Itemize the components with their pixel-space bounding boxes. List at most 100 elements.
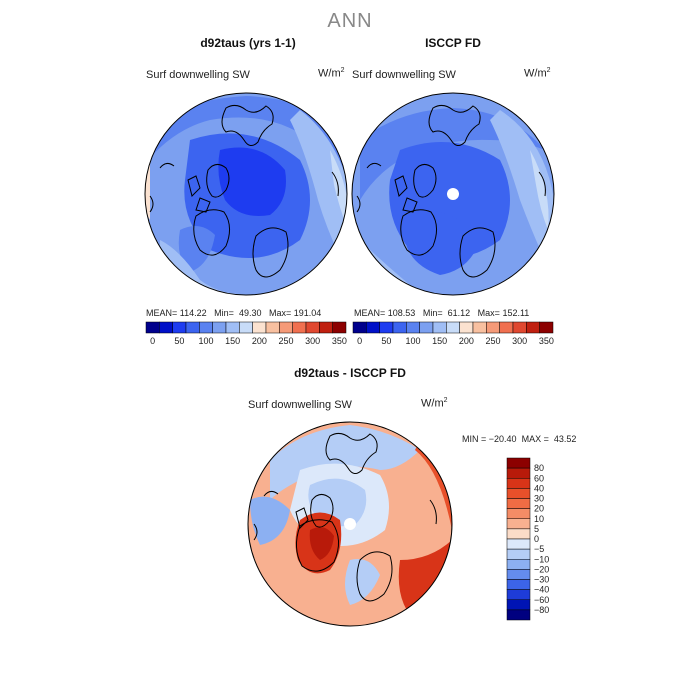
panel1-colorbar-cell [145,321,160,334]
panel3-variable: Surf downwelling SW [248,399,352,411]
panel3-colorbar-cell [506,548,531,560]
panel3-colorbar-cell [506,457,531,469]
panel1-coast-siberia [221,104,274,146]
panel2-colorbar-cell [459,321,474,334]
panel2-colorbar-cell [486,321,500,334]
panel1-greenland-zone [178,226,215,272]
panel2-pole-hole [447,188,459,200]
panel1-colorbar-tick: 250 [278,336,293,346]
panel2-colorbar-tick: 350 [539,336,554,346]
panel3-coast-archipelago [310,494,334,528]
panel3-pos-southeast [398,540,452,615]
panel2-colorbar-cell [512,321,527,334]
panel1-coast-east [331,171,339,197]
panel2-colorbar-tick: 150 [432,336,447,346]
panel1-colorbar-cell [239,321,253,334]
panel3-map [248,422,452,626]
panel3-coast-siberia [325,432,378,474]
panel3-colorbar-tick: −40 [534,585,549,595]
panel3-colorbar-cell [506,528,531,540]
panel1-colorbar-cell [159,321,173,334]
panel3-coast-greenland [296,519,339,572]
panel1-colorbar: 0 50 100 150 200 250 300 350 [145,321,347,346]
panel3-neg-north [270,425,420,500]
panel1-colorbar-cell [292,321,307,334]
panel3-colorbar-tick: −80 [534,605,549,615]
panel2-colorbar-cell [432,321,447,334]
panel3-colorbar-cell [506,589,531,600]
panel1-title: d92taus (yrs 1-1) [200,36,296,50]
panel1-arctic-min [218,147,286,216]
panel2-map-border [351,92,555,296]
panel2-colorbar-tick: 0 [357,336,362,346]
panel2-colorbar: 0 50 100 150 200 250 300 350 [352,321,554,346]
panel2-coast-scandinavia [459,227,496,278]
panel3-colorbar-tick: −30 [534,575,549,585]
panel3-units: W/m2 [421,397,448,410]
panel1-variable: Surf downwelling SW [146,69,250,81]
panel1-colorbar-cell [199,321,213,334]
panel2-atlantic-light [490,110,554,280]
panel3-colorbar-cell [506,559,531,570]
panel2-coast-greenland [400,209,437,256]
panel3-colorbar-cell [506,579,531,590]
panel2-colorbar-tick: 250 [485,336,500,346]
panel1-coast-islands [187,175,211,213]
panel3-colorbar-cell [506,498,531,509]
panel2-colorbar-cell [472,321,487,334]
panel2-colorbar-cell [499,321,514,334]
panel2-variable: Surf downwelling SW [352,69,456,81]
panel3-colorbar-tick: −5 [534,544,544,554]
panel1-colorbar-tick: 350 [332,336,347,346]
panel1-colorbar-tick: 200 [252,336,267,346]
panel2-coast-islands [394,175,418,213]
panel2-colorbar-cell [526,321,540,334]
figure-title: ANN [327,10,373,32]
panel2-colorbar-tick: 300 [512,336,527,346]
panel2-colorbar-cell [379,321,394,334]
panel1-colorbar-cell [212,321,227,334]
panel1-map-border [144,92,348,296]
panel2-coastlines [356,104,546,278]
panel1-stats: MEAN= 114.22 Min= 49.30 Max= 191.04 [146,308,322,318]
panel3-colorbar-tick: −20 [534,564,549,574]
panel1-colorbar-tick: 150 [225,336,240,346]
panel3-colorbar-tick: 40 [534,483,544,493]
panel2-title: ISCCP FD [425,36,481,50]
panel2-colorbar-cell [419,321,434,334]
panel2-arctic-south [405,210,480,275]
panel1-colorbar-cell [172,321,187,334]
panel3-map-border [247,421,453,627]
panel2-stats: MEAN= 108.53 Min= 61.12 Max= 152.11 [354,308,530,318]
panel3-coast-east [429,499,437,525]
panel2-units: W/m2 [524,67,551,80]
panel3-stats: MIN = −20.40 MAX = 43.52 [462,434,577,444]
panel1-colorbar-cell [332,321,347,334]
panel1-colorbar-cell [279,321,293,334]
panel3-neg-west [250,496,290,545]
panel3-neg-south [345,559,380,605]
panel2-coast-archipelago [413,164,437,198]
panel2-map [352,93,554,295]
panel3-title: d92taus - ISCCP FD [294,366,406,380]
panel2-colorbar-cell [406,321,420,334]
panel3-colorbar-cell [506,467,531,479]
panel2-colorbar-cell [366,321,380,334]
panel1-colorbar-cell [319,321,333,334]
panel3-pos-max [309,527,334,560]
panel2-colorbar-tick: 50 [381,336,391,346]
panel2-colorbar-cell [446,321,460,334]
panel3-colorbar-tick: 20 [534,504,544,514]
panel3-colorbar-cell [506,599,531,611]
panel1-atlantic-light [290,110,347,280]
panel2-colorbar-cell [539,321,554,334]
panel3-colorbar-cell [506,609,531,621]
panel3-colorbar-tick: 60 [534,473,544,483]
panel3-coast-islands [295,507,309,529]
panel2-coast-alaska [356,162,382,213]
panel1-colorbar-tick: 100 [198,336,213,346]
panel2-colorbar-cell [352,321,367,334]
panel2-colorbar-tick: 200 [459,336,474,346]
panel3-colorbar-cell [506,569,531,580]
panel1-colorbar-cell [252,321,267,334]
